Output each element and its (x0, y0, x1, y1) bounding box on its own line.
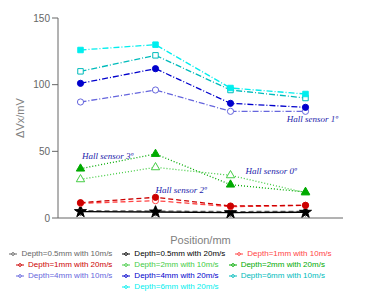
html-text:Depth=6mm with 10m/s: Depth=6mm with 10m/s (240, 271, 325, 280)
svg-text:Hall sensor 2º: Hall sensor 2º (155, 185, 208, 195)
html-text:Depth=2mm with 20m/s: Depth=2mm with 20m/s (240, 260, 325, 269)
svg-text:100: 100 (33, 79, 50, 90)
html-text:Depth=1mm with 20m/s: Depth=1mm with 20m/s (28, 260, 113, 269)
html-text:Depth=0.5mm with 10m/s: Depth=0.5mm with 10m/s (21, 249, 113, 258)
svg-text:150: 150 (33, 13, 50, 24)
svg-text:Hall sensor 3º: Hall sensor 3º (81, 151, 134, 161)
html-text:Depth=0.5mm with 20m/s: Depth=0.5mm with 20m/s (134, 249, 226, 258)
svg-text:Hall sensor 1º: Hall sensor 1º (286, 114, 339, 124)
svg-text:Position/mm: Position/mm (170, 234, 231, 246)
svg-text:0: 0 (44, 213, 50, 224)
svg-text:Hall sensor 0º: Hall sensor 0º (245, 166, 298, 176)
html-text:Depth=4mm with 20m/s: Depth=4mm with 20m/s (134, 271, 219, 280)
html-text:Depth=4mm with 10m/s: Depth=4mm with 10m/s (28, 271, 113, 280)
html-text:Depth=1mm with 10m/s: Depth=1mm with 10m/s (247, 249, 332, 258)
svg-text:ΔVx/mV: ΔVx/mV (14, 97, 26, 137)
svg-text:50: 50 (39, 146, 51, 157)
html-text:Depth=2mm with 10m/s: Depth=2mm with 10m/s (134, 260, 219, 269)
html-text:Depth=6mm with 20m/s: Depth=6mm with 20m/s (134, 282, 219, 291)
